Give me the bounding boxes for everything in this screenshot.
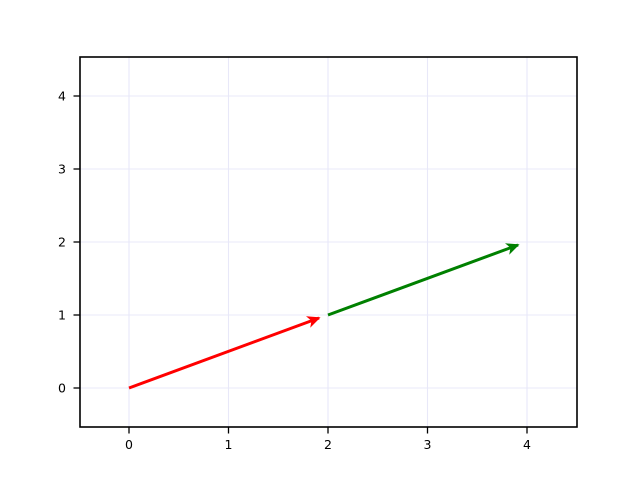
yaxis-ticks xyxy=(73,95,80,389)
ytick-label-3: 3 xyxy=(58,162,66,177)
green-vector-arrow xyxy=(327,243,520,317)
ytick-label-2: 2 xyxy=(58,235,66,250)
xaxis-ticks xyxy=(128,427,528,434)
ytick-label-4: 4 xyxy=(58,89,66,104)
ytick-label-0: 0 xyxy=(58,381,66,396)
yaxis-tick-labels: 0 1 2 3 4 xyxy=(58,89,66,396)
gridlines-horizontal xyxy=(80,95,577,389)
xtick-label-3: 3 xyxy=(424,437,432,452)
xtick-label-4: 4 xyxy=(523,437,531,452)
red-vector-arrow xyxy=(128,316,321,390)
xtick-label-1: 1 xyxy=(225,437,233,452)
xtick-label-2: 2 xyxy=(324,437,332,452)
xtick-label-0: 0 xyxy=(125,437,133,452)
xaxis-tick-labels: 0 1 2 3 4 xyxy=(125,437,531,452)
ytick-label-1: 1 xyxy=(58,308,66,323)
